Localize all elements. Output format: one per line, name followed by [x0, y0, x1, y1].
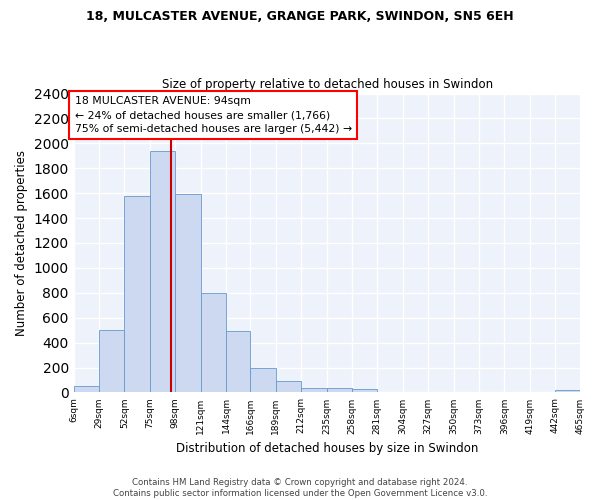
Y-axis label: Number of detached properties: Number of detached properties: [15, 150, 28, 336]
Bar: [326, 388, 352, 392]
Bar: [200, 293, 226, 392]
Bar: [175, 194, 200, 392]
X-axis label: Distribution of detached houses by size in Swindon: Distribution of detached houses by size …: [176, 442, 478, 455]
Title: Size of property relative to detached houses in Swindon: Size of property relative to detached ho…: [161, 78, 493, 91]
Bar: [352, 390, 377, 392]
Bar: [99, 330, 124, 392]
Text: Contains HM Land Registry data © Crown copyright and database right 2024.
Contai: Contains HM Land Registry data © Crown c…: [113, 478, 487, 498]
Bar: [226, 332, 250, 392]
Bar: [276, 382, 301, 392]
Bar: [555, 390, 581, 392]
Bar: [301, 388, 326, 392]
Text: 18 MULCASTER AVENUE: 94sqm
← 24% of detached houses are smaller (1,766)
75% of s: 18 MULCASTER AVENUE: 94sqm ← 24% of deta…: [75, 96, 352, 134]
Text: 18, MULCASTER AVENUE, GRANGE PARK, SWINDON, SN5 6EH: 18, MULCASTER AVENUE, GRANGE PARK, SWIND…: [86, 10, 514, 23]
Bar: [74, 386, 99, 392]
Bar: [150, 151, 175, 392]
Bar: [250, 368, 276, 392]
Bar: [124, 196, 150, 392]
